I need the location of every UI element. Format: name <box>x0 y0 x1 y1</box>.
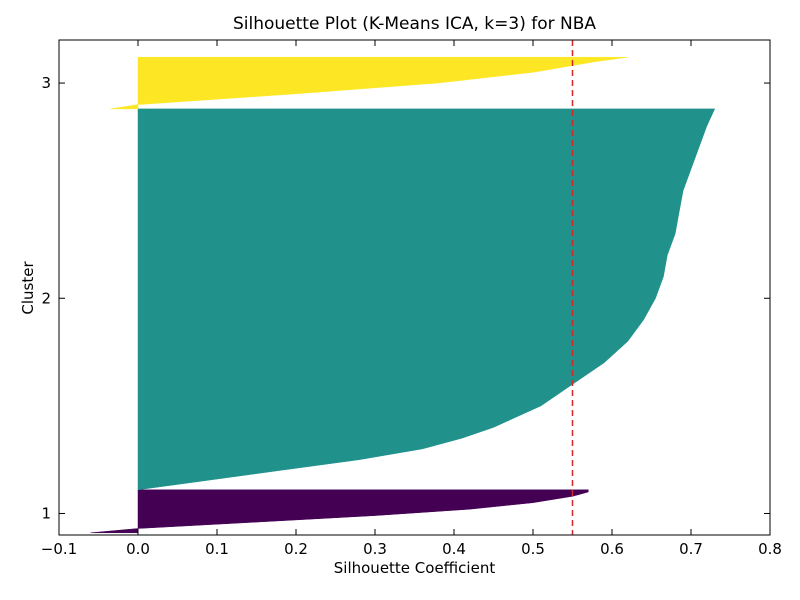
x-tick-label: 0.7 <box>679 540 703 558</box>
x-tick-label: 0.0 <box>126 540 150 558</box>
x-tick-label: 0.5 <box>521 540 545 558</box>
chart-title: Silhouette Plot (K-Means ICA, k=3) for N… <box>232 14 597 34</box>
x-tick-label: 0.1 <box>205 540 229 558</box>
y-tick-label: 2 <box>41 289 51 307</box>
silhouette-cluster-1 <box>90 489 589 534</box>
x-tick-label: 0.2 <box>284 540 308 558</box>
y-tick-label: 3 <box>41 74 51 92</box>
y-tick-label: 1 <box>41 504 51 522</box>
x-tick-label: −0.1 <box>41 540 77 558</box>
axes-frame <box>58 39 771 536</box>
x-axis-label: Silhouette Coefficient <box>333 559 496 577</box>
y-axis-label: Cluster <box>19 261 37 315</box>
silhouette-cluster-2 <box>137 108 716 491</box>
x-tick-label: 0.8 <box>758 540 782 558</box>
x-tick-label: 0.6 <box>600 540 624 558</box>
x-tick-label: 0.4 <box>442 540 466 558</box>
silhouette-cluster-3 <box>110 56 628 110</box>
x-tick-label: 0.3 <box>363 540 387 558</box>
